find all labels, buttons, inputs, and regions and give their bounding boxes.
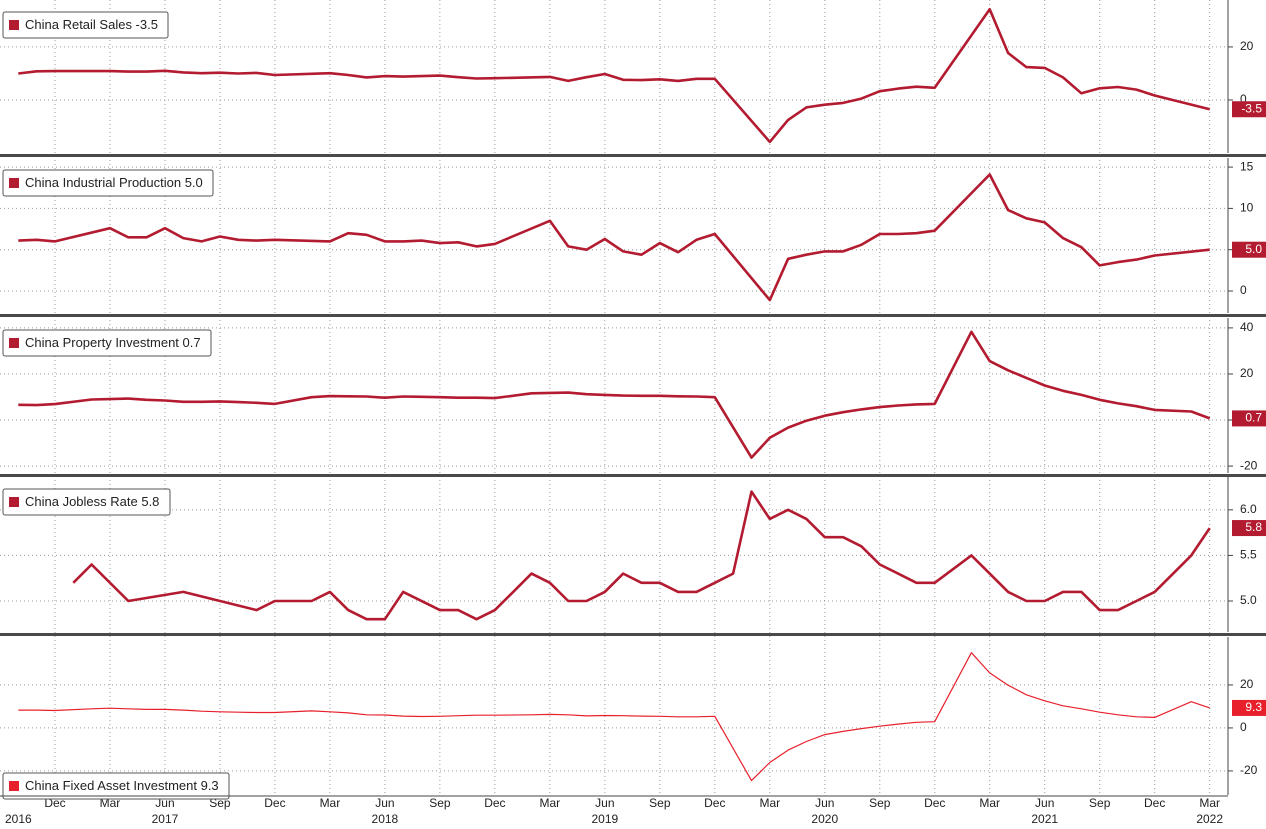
legend: China Retail Sales -3.5 [2, 11, 169, 39]
legend-swatch [9, 178, 19, 188]
y-tick-label: 0 [1240, 720, 1247, 734]
year-label: 2022 [1196, 812, 1223, 826]
legend: China Fixed Asset Investment 9.3 [2, 772, 230, 800]
y-tick-label: -20 [1240, 763, 1258, 777]
value-flag [1232, 241, 1266, 258]
x-tick-label: Dec [1144, 796, 1165, 810]
value-label: 9.3 [1245, 700, 1262, 714]
legend: China Jobless Rate 5.8 [2, 488, 171, 516]
y-tick-label: 5.0 [1240, 593, 1257, 607]
y-tick-label: 0 [1240, 92, 1247, 106]
x-tick-label: Mar [320, 796, 341, 810]
x-tick-label: Sep [1089, 796, 1111, 810]
x-tick-label: Jun [375, 796, 394, 810]
x-tick-label: Mar [540, 796, 561, 810]
legend-swatch [9, 20, 19, 30]
legend-label: China Fixed Asset Investment 9.3 [25, 778, 219, 793]
legend: China Property Investment 0.7 [2, 329, 212, 357]
y-tick-label: 0 [1240, 283, 1247, 297]
panel-separator [0, 314, 1266, 317]
value-label: 5.8 [1245, 520, 1262, 534]
year-label: 2021 [1031, 812, 1058, 826]
value-flag [1232, 101, 1266, 118]
year-label: 2019 [591, 812, 618, 826]
legend-label: China Industrial Production 5.0 [25, 175, 203, 190]
y-tick-label: 10 [1240, 201, 1254, 215]
legend-box [2, 169, 214, 197]
legend-label: China Jobless Rate 5.8 [25, 494, 159, 509]
x-tick-label: Sep [869, 796, 891, 810]
year-label: 2017 [152, 812, 179, 826]
panel-separator [0, 633, 1266, 636]
year-label: 2018 [372, 812, 399, 826]
legend-swatch [9, 781, 19, 791]
x-tick-label: Dec [484, 796, 505, 810]
series-line [18, 330, 1211, 459]
x-tick-label: Sep [649, 796, 671, 810]
x-tick-label: Dec [44, 796, 65, 810]
y-tick-label: 5.5 [1240, 548, 1257, 562]
x-tick-label: Jun [815, 796, 834, 810]
y-tick-label: 15 [1240, 159, 1254, 173]
x-tick-label: Jun [595, 796, 614, 810]
series-line [72, 490, 1211, 621]
legend-box [2, 11, 169, 39]
value-flag [1232, 520, 1266, 537]
x-tick-label: Mar [759, 796, 780, 810]
x-tick-label: Mar [1199, 796, 1220, 810]
panel-separator [0, 474, 1266, 477]
panel-separator [0, 154, 1266, 157]
x-tick-label: Sep [209, 796, 231, 810]
series-line [18, 8, 1211, 144]
value-flag [1232, 410, 1266, 427]
value-label: 0.7 [1245, 411, 1262, 425]
value-label: -3.5 [1241, 101, 1262, 115]
series-line [18, 173, 1210, 302]
legend-label: China Retail Sales -3.5 [25, 17, 158, 32]
legend: China Industrial Production 5.0 [2, 169, 214, 197]
x-tick-label: Sep [429, 796, 451, 810]
legend-box [2, 488, 171, 516]
year-label: 2016 [5, 812, 32, 826]
legend-swatch [9, 497, 19, 507]
series-line [18, 652, 1210, 782]
y-tick-label: 20 [1240, 366, 1254, 380]
legend-box [2, 329, 212, 357]
legend-swatch [9, 338, 19, 348]
x-tick-label: Jun [1035, 796, 1054, 810]
legend-box [2, 772, 230, 800]
x-tick-label: Dec [704, 796, 725, 810]
value-flag [1232, 699, 1266, 716]
x-tick-label: Mar [979, 796, 1000, 810]
y-tick-label: 40 [1240, 320, 1254, 334]
y-tick-label: 6.0 [1240, 502, 1257, 516]
x-tick-label: Dec [264, 796, 285, 810]
y-tick-label: 20 [1240, 677, 1254, 691]
value-label: 5.0 [1245, 242, 1262, 256]
x-tick-label: Mar [100, 796, 121, 810]
y-tick-label: 20 [1240, 39, 1254, 53]
legend-label: China Property Investment 0.7 [25, 335, 201, 350]
year-label: 2020 [811, 812, 838, 826]
x-tick-label: Jun [155, 796, 174, 810]
x-tick-label: Dec [924, 796, 945, 810]
y-tick-label: -20 [1240, 458, 1258, 472]
